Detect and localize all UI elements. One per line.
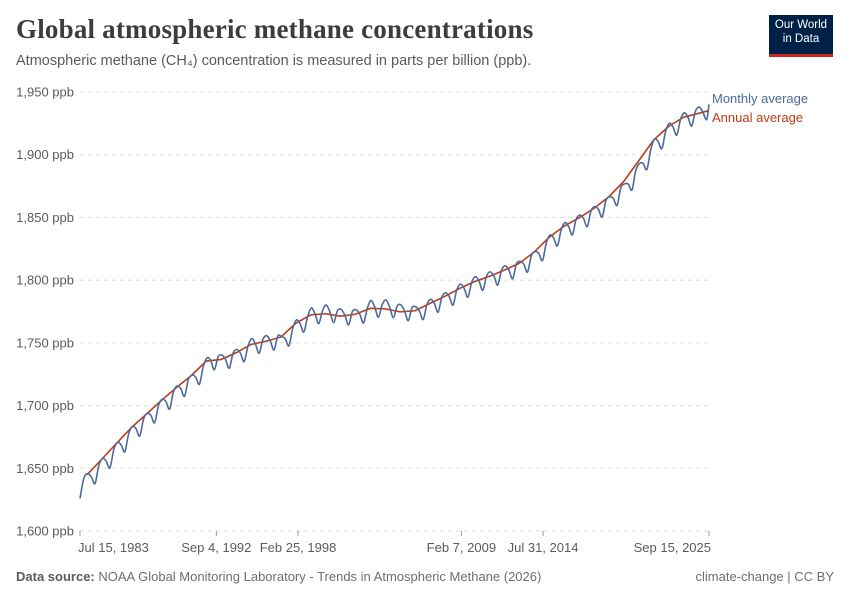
logo-line-2: in Data [782, 33, 820, 45]
source-label: Data source: [16, 569, 95, 584]
x-tick-label: Sep 4, 1992 [181, 540, 251, 555]
y-tick-label: 1,750 ppb [16, 335, 74, 350]
logo-line-1: Our World [774, 19, 828, 31]
x-tick-label: Jul 31, 2014 [508, 540, 579, 555]
monthly-average-line [79, 104, 710, 499]
x-tick-label: Sep 15, 2025 [634, 540, 711, 555]
source-text[interactable]: NOAA Global Monitoring Laboratory - Tren… [98, 569, 542, 584]
y-tick-label: 1,850 ppb [16, 210, 74, 225]
owid-logo[interactable]: Our World in Data [769, 15, 833, 57]
chart-subtitle: Atmospheric methane (CH₄) concentration … [16, 53, 532, 69]
y-tick-label: 1,700 ppb [16, 398, 74, 413]
license[interactable]: climate-change | CC BY [695, 569, 835, 584]
chart-title: Global atmospheric methane concentration… [16, 14, 534, 44]
annual-average-line [86, 110, 709, 476]
x-tick-label: Feb 25, 1998 [260, 540, 337, 555]
legend-annual-average: Annual average [712, 110, 803, 125]
x-tick-label: Feb 7, 2009 [427, 540, 496, 555]
y-tick-label: 1,950 ppb [16, 85, 74, 100]
x-tick-label: Jul 15, 1983 [78, 540, 149, 555]
y-tick-label: 1,900 ppb [16, 147, 74, 162]
y-tick-label: 1,600 ppb [16, 524, 74, 539]
legend-monthly-average: Monthly average [712, 91, 808, 106]
y-tick-label: 1,800 ppb [16, 273, 74, 288]
data-source: Data source: NOAA Global Monitoring Labo… [16, 569, 541, 584]
y-tick-label: 1,650 ppb [16, 461, 74, 476]
